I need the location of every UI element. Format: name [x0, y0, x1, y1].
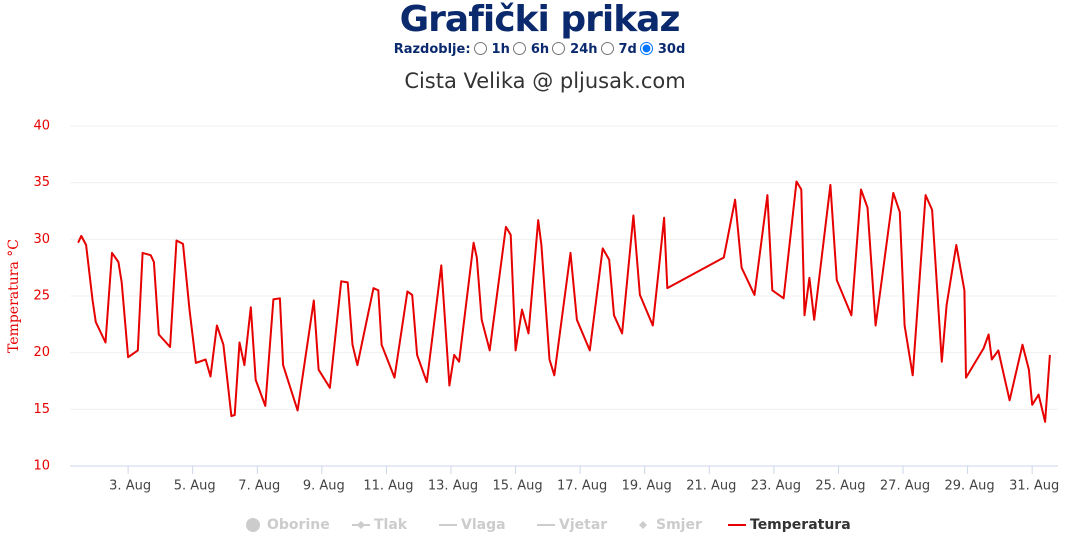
- legend-item[interactable]: Smjer: [639, 517, 702, 533]
- legend-item[interactable]: Tlak: [352, 517, 408, 533]
- x-tick-label: 3. Aug: [109, 479, 151, 494]
- y-tick-label: 40: [33, 119, 50, 134]
- period-option[interactable]: 7d: [618, 42, 637, 57]
- period-option[interactable]: 24h: [570, 42, 598, 57]
- legend-label: Vlaga: [461, 517, 506, 533]
- legend-label: Oborine: [267, 517, 330, 533]
- x-tick-label: 9. Aug: [303, 479, 345, 494]
- legend-item[interactable]: Vjetar: [537, 517, 607, 533]
- period-label: Razdoblje:: [393, 42, 471, 57]
- y-tick-label: 10: [33, 459, 50, 474]
- chart-subtitle: Cista Velika @ pljusak.com: [404, 69, 685, 93]
- y-tick-label: 15: [33, 402, 50, 417]
- x-tick-label: 7. Aug: [238, 479, 280, 494]
- legend-label: Vjetar: [559, 517, 607, 533]
- period-option[interactable]: 30d: [657, 42, 686, 57]
- x-tick-label: 21. Aug: [686, 479, 736, 494]
- period-radio[interactable]: [512, 42, 526, 55]
- page-title: Grafički prikaz: [399, 0, 681, 40]
- period-option[interactable]: 6h: [530, 42, 550, 57]
- x-tick-label: 23. Aug: [751, 479, 801, 494]
- y-axis-title: Temperatura °C: [6, 239, 22, 353]
- x-tick-label: 17. Aug: [557, 479, 607, 494]
- legend-item[interactable]: Vlaga: [439, 517, 506, 533]
- x-tick-label: 11. Aug: [363, 479, 413, 494]
- period-radio[interactable]: [473, 42, 487, 55]
- x-tick-label: 19. Aug: [622, 479, 672, 494]
- y-tick-label: 35: [33, 175, 50, 190]
- x-tick-label: 27. Aug: [880, 479, 930, 494]
- x-tick-label: 13. Aug: [428, 479, 478, 494]
- period-radio[interactable]: [552, 42, 566, 55]
- period-selector: Razdoblje: 1h 6h 24h 7d 30d: [0, 42, 1079, 57]
- legend-label: Tlak: [374, 517, 408, 533]
- x-tick-label: 29. Aug: [944, 479, 994, 494]
- legend-label: Temperatura: [750, 517, 851, 533]
- legend-symbol: [357, 521, 365, 529]
- x-tick-label: 5. Aug: [174, 479, 216, 494]
- legend-label: Smjer: [656, 517, 702, 533]
- period-option[interactable]: 1h: [491, 42, 510, 57]
- x-tick-label: 15. Aug: [492, 479, 542, 494]
- period-radio[interactable]: [600, 42, 614, 55]
- y-tick-label: 30: [33, 232, 50, 247]
- x-tick-label: 25. Aug: [815, 479, 865, 494]
- y-tick-label: 20: [33, 345, 50, 360]
- period-radio[interactable]: [639, 42, 653, 55]
- y-tick-label: 25: [33, 289, 50, 304]
- legend-item[interactable]: Oborine: [246, 517, 330, 533]
- legend-symbol: [639, 521, 647, 529]
- legend-item[interactable]: Temperatura: [728, 517, 851, 533]
- x-tick-label: 31. Aug: [1009, 479, 1059, 494]
- temperature-line: [77, 180, 1051, 423]
- legend-symbol: [246, 518, 260, 532]
